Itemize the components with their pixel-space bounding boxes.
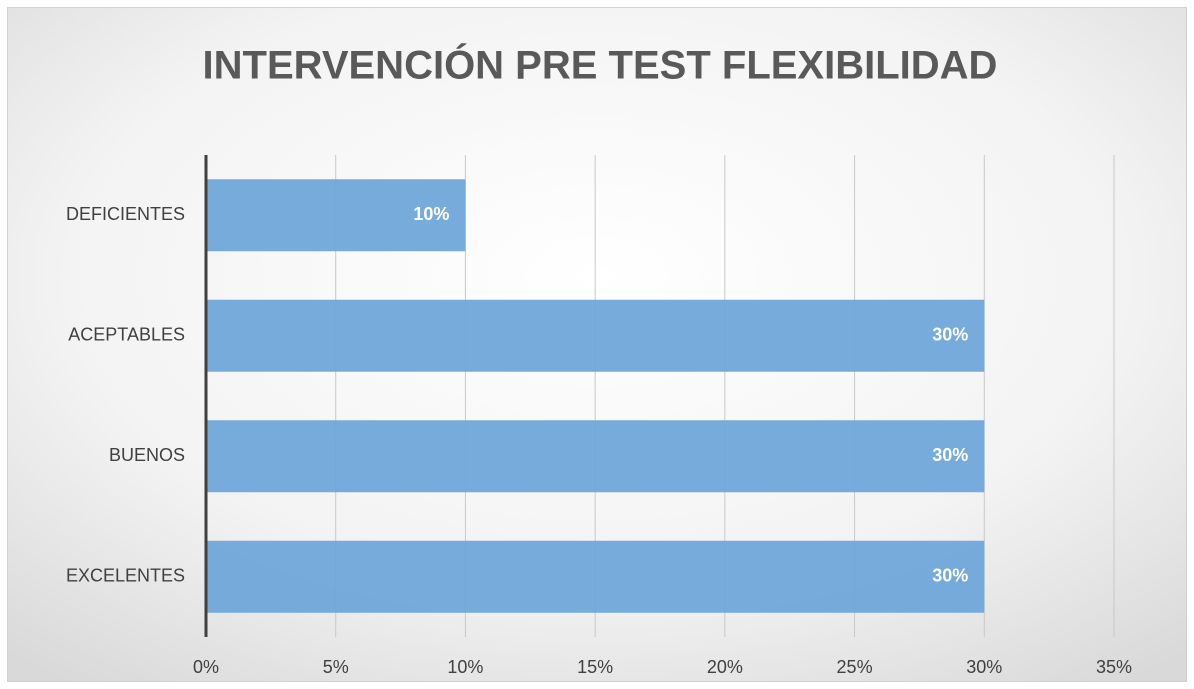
chart-title: INTERVENCIÓN PRE TEST FLEXIBILIDAD [203,42,998,88]
x-tick-label: 35% [1096,657,1132,677]
data-label: 10% [413,204,449,224]
y-tick-label: DEFICIENTES [66,204,185,224]
x-tick-label: 20% [707,657,743,677]
x-tick-label: 0% [193,657,219,677]
data-label: 30% [932,445,968,465]
y-tick-label: EXCELENTES [66,566,185,586]
data-label: 30% [932,566,968,586]
bar [206,299,985,372]
bar [206,179,466,252]
bar [206,420,985,493]
x-tick-label: 10% [447,657,483,677]
x-tick-label: 30% [966,657,1002,677]
x-tick-label: 5% [323,657,349,677]
x-tick-label: 25% [837,657,873,677]
y-tick-label: ACEPTABLES [68,325,185,345]
y-tick-label: BUENOS [109,445,185,465]
data-label: 30% [932,325,968,345]
bar [206,540,985,613]
x-tick-label: 15% [577,657,613,677]
